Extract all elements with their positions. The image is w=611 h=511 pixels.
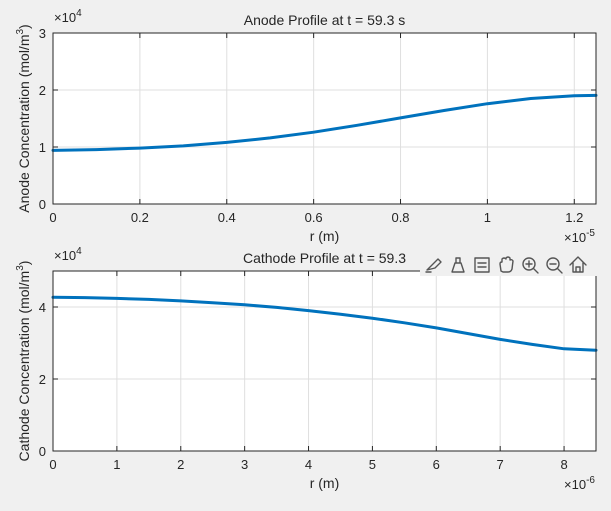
cathode-x-tick-label: 1 xyxy=(113,457,120,472)
cathode-x-tick-label: 3 xyxy=(241,457,248,472)
anode-x-tick-label: 0 xyxy=(49,210,56,225)
cathode-y-exponent-base: ×10 xyxy=(54,248,76,263)
zoom-out-icon-handle xyxy=(556,267,563,274)
cathode-x-tick-label: 8 xyxy=(560,457,567,472)
anode-chart-title: Anode Profile at t = 59.3 s xyxy=(244,12,406,28)
zoom-in-icon-lens xyxy=(522,257,536,271)
zoom-in-icon-handle xyxy=(532,267,539,274)
anode-y-tick-label: 0 xyxy=(39,197,46,212)
data-tips-icon[interactable] xyxy=(451,257,465,273)
anode-x-exponent: ×10-5 xyxy=(564,228,595,245)
cathode-y-axis-label-superscript: 3 xyxy=(15,265,26,271)
axes-toolbar[interactable] xyxy=(420,254,600,276)
anode-axes-background xyxy=(53,33,596,204)
anode-x-tick-label: 0.6 xyxy=(305,210,323,225)
pan-hand-icon[interactable] xyxy=(499,256,514,273)
cathode-x-exponent: ×10-6 xyxy=(564,475,595,492)
anode-x-exponent-power: -5 xyxy=(586,228,595,239)
anode-x-exponent-base: ×10 xyxy=(564,230,586,245)
anode-y-exponent: ×104 xyxy=(54,8,82,25)
cathode-series-line-0[interactable] xyxy=(51,295,598,352)
zoom-out-icon-lens xyxy=(546,257,560,271)
anode-x-tick-label: 0.4 xyxy=(218,210,236,225)
cathode-x-exponent-power: -6 xyxy=(586,475,595,486)
anode-y-axis-label-text: Anode Concentration (mol/m xyxy=(16,35,32,213)
data-tips-icon-shape xyxy=(451,257,465,273)
cathode-plot[interactable]: 0 1 2 3 4 5 6 7 8 0 2 4 Cathode Profile at t = 59.3 r… xyxy=(15,246,598,492)
brush-icon[interactable] xyxy=(425,258,442,273)
home-icon-shape xyxy=(569,256,587,273)
zoom-out-icon[interactable] xyxy=(546,257,563,274)
anode-x-axis-label: r (m) xyxy=(310,228,340,244)
anode-y-tick-label: 3 xyxy=(39,26,46,41)
brush-icon-shape xyxy=(425,258,442,273)
restore-view-icon-lines xyxy=(477,262,487,268)
cathode-x-axis-label: r (m) xyxy=(310,475,340,491)
anode-plot[interactable]: 0 0.2 0.4 0.6 0.8 1 1.2 0 1 2 3 Anode Profile at t … xyxy=(15,8,598,245)
cathode-x-exponent-base: ×10 xyxy=(564,477,586,492)
cathode-y-exponent: ×104 xyxy=(54,246,82,263)
cathode-y-axis-label-text: Cathode Concentration (mol/m xyxy=(16,271,32,462)
anode-x-tick-label: 0.8 xyxy=(391,210,409,225)
anode-y-axis-label-superscript: 3 xyxy=(15,29,26,35)
cathode-x-tick-label: 7 xyxy=(497,457,504,472)
anode-x-tick-label: 1.2 xyxy=(565,210,583,225)
anode-y-tick-label: 1 xyxy=(39,140,46,155)
anode-y-axis-label: Anode Concentration (mol/m3) xyxy=(15,24,32,212)
home-icon[interactable] xyxy=(569,256,587,273)
zoom-in-icon-sign xyxy=(525,260,533,268)
cathode-x-tick-label: 0 xyxy=(49,457,56,472)
anode-series-line-0[interactable] xyxy=(51,93,598,152)
restore-view-icon[interactable] xyxy=(474,257,490,273)
cathode-y-tick-label: 4 xyxy=(39,300,46,315)
cathode-x-tick-label: 4 xyxy=(305,457,312,472)
cathode-axes-box xyxy=(52,270,597,452)
cathode-y-exponent-power: 4 xyxy=(76,246,82,257)
cathode-y-axis-label: Cathode Concentration (mol/m3) xyxy=(15,261,32,462)
anode-y-axis-label-close: ) xyxy=(16,24,32,29)
cathode-chart-title: Cathode Profile at t = 59.3 xyxy=(243,250,406,266)
pan-hand-icon-shape xyxy=(499,256,514,273)
cathode-y-tick-label: 2 xyxy=(39,372,46,387)
toolbar-background xyxy=(420,254,600,276)
zoom-in-icon[interactable] xyxy=(522,257,539,274)
cathode-x-tick-label: 2 xyxy=(177,457,184,472)
anode-y-tick-label: 2 xyxy=(39,83,46,98)
cathode-axes-background xyxy=(53,271,596,451)
anode-x-tick-label: 0.2 xyxy=(131,210,149,225)
anode-x-tick-label: 1 xyxy=(484,210,491,225)
cathode-y-axis-label-close: ) xyxy=(16,261,32,266)
cathode-x-tick-label: 6 xyxy=(433,457,440,472)
anode-axes-box xyxy=(52,32,597,205)
anode-y-exponent-base: ×10 xyxy=(54,10,76,25)
restore-view-icon-frame xyxy=(474,257,490,273)
cathode-x-tick-label: 5 xyxy=(369,457,376,472)
cathode-y-tick-label: 0 xyxy=(39,444,46,459)
anode-y-exponent-power: 4 xyxy=(76,8,82,19)
